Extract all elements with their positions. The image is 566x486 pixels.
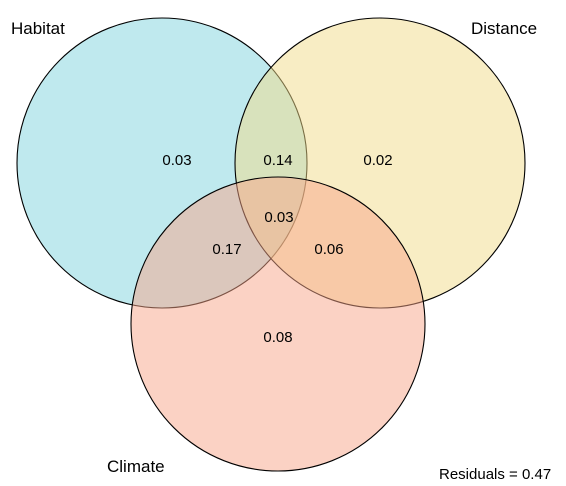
habitat-label: Habitat [11, 19, 65, 38]
residuals-text: Residuals = 0.47 [439, 466, 551, 483]
distance-label: Distance [471, 19, 537, 38]
climate-circle [130, 176, 426, 472]
habitat-climate-value: 0.17 [212, 241, 241, 258]
climate-label: Climate [107, 457, 165, 476]
habitat-only-value: 0.03 [162, 152, 191, 169]
climate-only-value: 0.08 [263, 329, 292, 346]
distance-only-value: 0.02 [363, 152, 392, 169]
all-three-value: 0.03 [264, 209, 293, 226]
distance-climate-value: 0.06 [314, 241, 343, 258]
habitat-distance-value: 0.14 [263, 152, 292, 169]
